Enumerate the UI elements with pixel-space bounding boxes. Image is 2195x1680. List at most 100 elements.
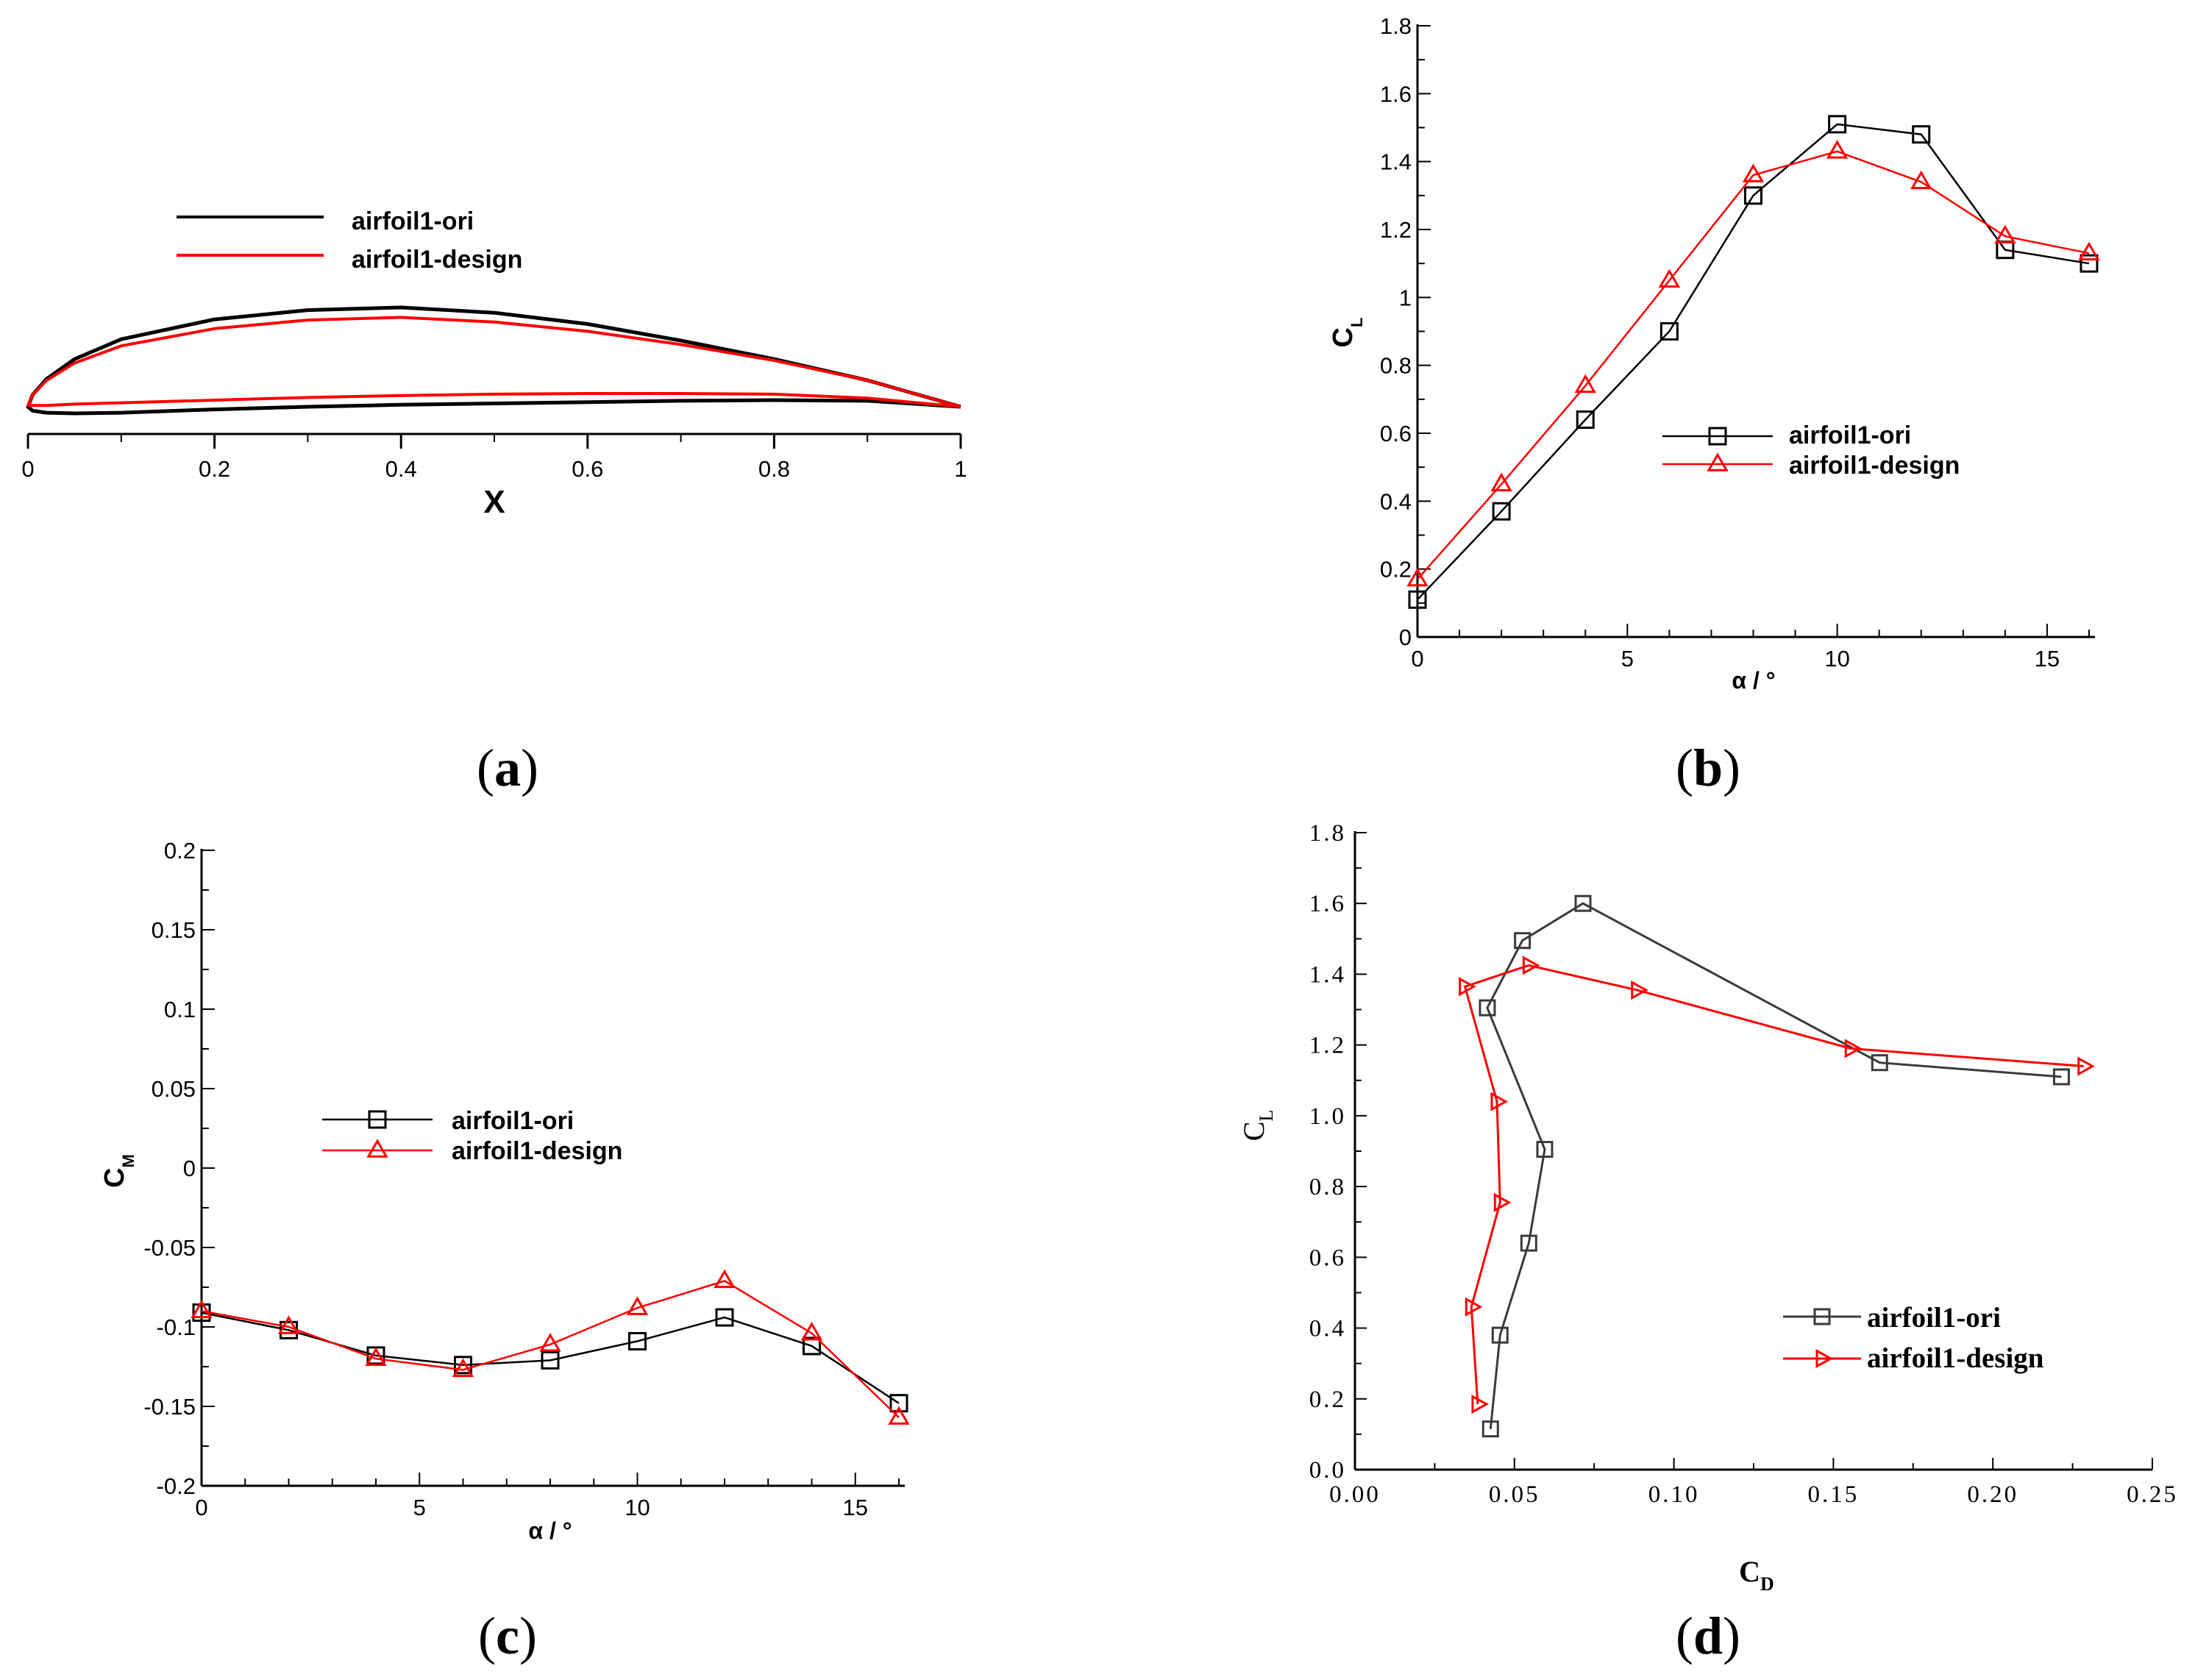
panel-b-point-design bbox=[1994, 224, 2016, 243]
panel-c-legend-marker-ori bbox=[368, 1110, 387, 1129]
panel-d-point-design bbox=[1631, 980, 1648, 1000]
panel-d-y-tick-label: 0.8 bbox=[1309, 1174, 1346, 1200]
panel-b-point-ori bbox=[1744, 186, 1762, 205]
panel-d-y-tick-label: 0.0 bbox=[1309, 1457, 1346, 1484]
panel-a-x-tick-label: 0.4 bbox=[385, 456, 417, 482]
panel-b-point-design bbox=[1574, 374, 1596, 394]
panel-d-point-design bbox=[1844, 1039, 1863, 1058]
panel-c-point-ori bbox=[803, 1336, 821, 1356]
panel-d-point-design bbox=[1465, 1297, 1483, 1317]
panel-b-point-ori bbox=[2080, 254, 2099, 273]
panel-a-xlabel: X bbox=[483, 484, 505, 520]
panel-c-point-design bbox=[452, 1358, 474, 1378]
panel-d-y-tick-label: 1.0 bbox=[1309, 1103, 1346, 1130]
panel-a-x-tick-label: 0.6 bbox=[572, 456, 603, 482]
panel-b-point-design bbox=[1742, 163, 1765, 182]
panel-d-x-tick-label: 0.10 bbox=[1648, 1481, 1700, 1508]
panel-c-y-tick-label: 0.05 bbox=[152, 1076, 196, 1102]
panel-c-plot: -0.2 -0.15 -0.1 -0.05 0 0.05 0.1 0.15 0.2 0 5 10 15 bbox=[143, 838, 910, 1520]
panel-b-point-design bbox=[1490, 472, 1512, 491]
panel-d-x-tick-label: 0.05 bbox=[1489, 1481, 1540, 1508]
panel-b-y-tick-label: 1.2 bbox=[1380, 217, 1412, 243]
panel-label-c: (c) bbox=[478, 1606, 537, 1665]
panel-b-line-design bbox=[1417, 150, 2090, 580]
panel-a-legend-label-ori: airfoil1-ori bbox=[352, 207, 474, 235]
panel-c-point-design bbox=[888, 1406, 910, 1425]
panel-d-y-tick-label: 0.6 bbox=[1309, 1245, 1346, 1271]
panel-b-y-tick-label: 1.4 bbox=[1380, 149, 1412, 175]
panel-b-x-tick-label: 0 bbox=[1411, 646, 1423, 672]
panel-c-y-tick-label: 0 bbox=[183, 1156, 196, 1181]
panel-c-point-ori bbox=[454, 1356, 472, 1375]
panel-b-point-ori bbox=[1912, 125, 1931, 144]
panel-a-x-tick-label: 0.2 bbox=[199, 456, 230, 482]
panel-b-legend-marker-design bbox=[1707, 452, 1729, 471]
panel-c-point-ori bbox=[628, 1331, 647, 1350]
panel-c-y-tick-label: 0.2 bbox=[164, 838, 196, 864]
panel-d-line-design bbox=[1463, 964, 2084, 1405]
panel-c-xlabel: α / ° bbox=[528, 1517, 572, 1544]
panel-c-point-design bbox=[539, 1333, 561, 1352]
panel-d-point-ori bbox=[1479, 999, 1496, 1017]
panel-c-point-design bbox=[800, 1321, 823, 1341]
panel-d-x-tick-label: 0.00 bbox=[1329, 1481, 1381, 1508]
panel-c-point-ori bbox=[715, 1308, 734, 1327]
panel-b-x-tick-label: 15 bbox=[2035, 646, 2060, 672]
panel-a-x-tick-label: 1 bbox=[954, 456, 967, 482]
panel-b-point-design bbox=[1406, 567, 1429, 587]
panel-c-point-design bbox=[365, 1347, 387, 1366]
panel-d-y-tick-label: 1.4 bbox=[1309, 961, 1346, 988]
panel-c-legend-marker-design bbox=[366, 1139, 388, 1158]
panel-c-point-design bbox=[277, 1315, 300, 1334]
panel-label-d: (d) bbox=[1676, 1606, 1740, 1665]
panel-d-legend-marker-design bbox=[1815, 1348, 1834, 1369]
panel-b-point-ori bbox=[1408, 590, 1427, 609]
panel-d-y-tick-label: 1.6 bbox=[1309, 891, 1346, 917]
panel-b-point-design bbox=[2078, 241, 2100, 261]
panel-d-plot: 0.0 0.2 0.4 0.6 0.8 1.0 1.2 1.4 1.6 1.8 0.00 0.05 0.… bbox=[1309, 820, 2176, 1508]
panel-c-x-tick-label: 0 bbox=[195, 1495, 207, 1520]
panel-b-plot: 0 0.2 0.4 0.6 0.8 1 1.2 1.4 1.6 1.8 0 5 10 15 bbox=[1380, 13, 2100, 672]
panel-b-y-tick-label: 0 bbox=[1399, 624, 1412, 650]
panel-c-x-tick-label: 5 bbox=[413, 1495, 426, 1520]
panel-b-y-tick-label: 1.6 bbox=[1380, 81, 1412, 107]
panel-c-y-tick-label: -0.1 bbox=[157, 1314, 196, 1340]
panel-b-y-tick-label: 0.8 bbox=[1380, 353, 1412, 379]
panel-d-point-ori bbox=[1481, 1420, 1499, 1438]
panel-b-legend-label-design: airfoil1-design bbox=[1789, 452, 1960, 480]
panel-b-point-design bbox=[1658, 268, 1681, 288]
panel-b-ylabel: CL bbox=[1328, 318, 1366, 348]
panel-b-line-ori bbox=[1417, 123, 2090, 601]
panel-c-x-tick-label: 10 bbox=[625, 1495, 650, 1520]
panel-b-y-tick-label: 0.4 bbox=[1380, 488, 1412, 514]
panel-d-point-design bbox=[1459, 977, 1476, 997]
panel-d-point-ori bbox=[1491, 1326, 1509, 1344]
panel-d-y-tick-label: 0.2 bbox=[1309, 1387, 1346, 1413]
panel-c-point-ori bbox=[889, 1394, 908, 1413]
panel-d-point-design bbox=[1471, 1394, 1490, 1414]
panel-b-point-ori bbox=[1659, 322, 1679, 341]
panel-b-point-design bbox=[1910, 170, 1932, 190]
panel-b-y-tick-label: 0.2 bbox=[1380, 557, 1412, 583]
panel-c-legend-label-design: airfoil1-design bbox=[452, 1137, 622, 1165]
panel-b-xlabel: α / ° bbox=[1732, 667, 1775, 694]
panel-c-legend-label-ori: airfoil1-ori bbox=[452, 1107, 574, 1135]
panel-d-point-design bbox=[1493, 1192, 1512, 1212]
panel-b-y-tick-label: 1.8 bbox=[1380, 13, 1412, 39]
panel-c-y-tick-label: -0.15 bbox=[143, 1394, 196, 1420]
panel-d-point-design bbox=[2077, 1056, 2095, 1076]
panel-c-line-design bbox=[201, 1280, 900, 1418]
panel-c-line-ori bbox=[201, 1311, 900, 1404]
panel-c-y-tick-label: -0.2 bbox=[157, 1473, 196, 1499]
panel-c-x-tick-label: 15 bbox=[843, 1495, 868, 1520]
panel-a-x-tick-label: 0.8 bbox=[758, 456, 790, 482]
panel-d-x-tick-label: 0.20 bbox=[1967, 1481, 2018, 1508]
panel-d-xlabel: CD bbox=[1739, 1555, 1774, 1595]
panel-b-x-tick-label: 10 bbox=[1824, 646, 1849, 672]
panel-c-point-design bbox=[714, 1269, 736, 1289]
panel-b-y-tick-label: 1 bbox=[1399, 285, 1412, 310]
panel-b-x-tick-label: 5 bbox=[1621, 646, 1634, 672]
panel-c-ylabel: CM bbox=[99, 1154, 138, 1188]
panel-b-legend-marker-ori bbox=[1708, 427, 1727, 446]
